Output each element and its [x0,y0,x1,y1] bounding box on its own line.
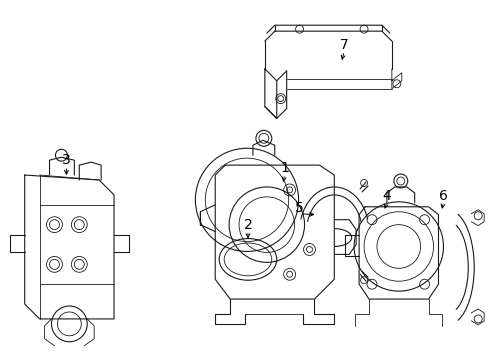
Text: 4: 4 [383,189,392,203]
Text: 1: 1 [280,161,289,175]
Text: 7: 7 [340,38,348,52]
Text: 6: 6 [439,189,448,203]
Text: 3: 3 [62,153,71,167]
Text: 2: 2 [244,218,252,231]
Text: 5: 5 [295,201,304,215]
